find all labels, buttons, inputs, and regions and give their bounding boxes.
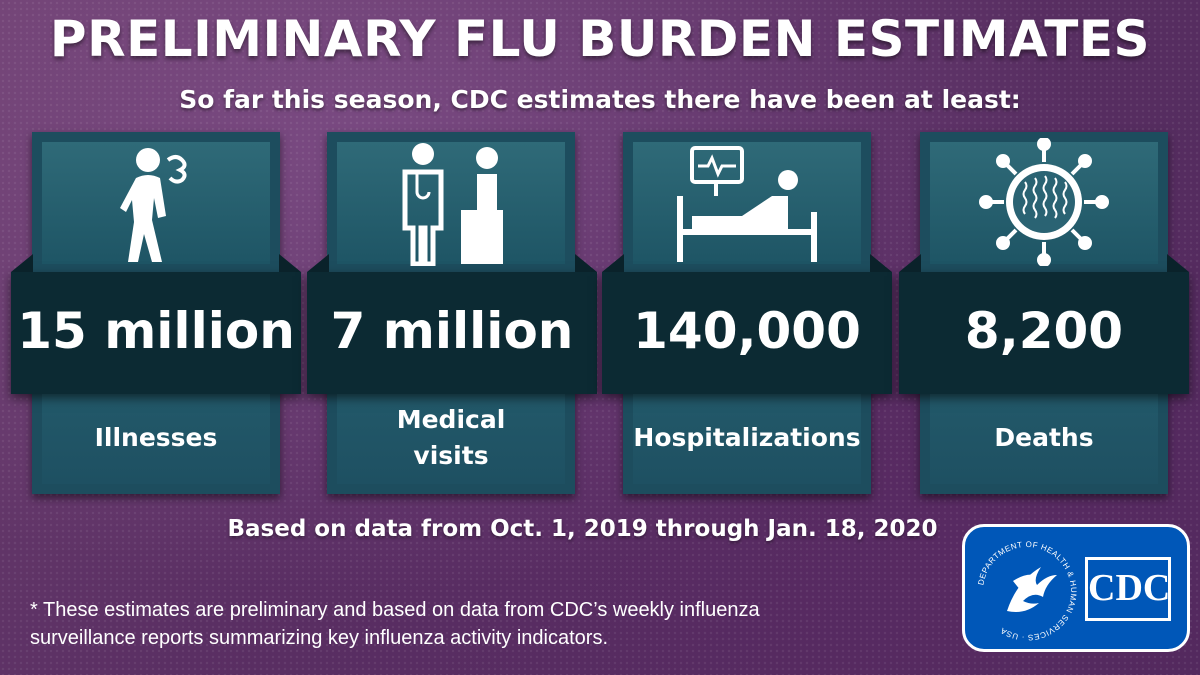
card-top-panel [633, 142, 861, 264]
hospital-bed-icon [623, 138, 871, 266]
date-range-note: Based on data from Oct. 1, 2019 through … [227, 516, 938, 542]
value-hospitalizations: 140,000 [633, 302, 861, 360]
value-medical-visits: 7 million [330, 302, 574, 360]
doctor-patient-icon [327, 138, 575, 266]
virus-icon [920, 138, 1168, 266]
card-top-panel [337, 142, 565, 264]
cdc-wordmark: CDC [1088, 567, 1171, 609]
hhs-eagle-icon: DEPARTMENT OF HEALTH & HUMAN SERVICES · … [973, 537, 1081, 645]
value-band-deaths: 8,200 [899, 254, 1189, 394]
value-deaths: 8,200 [964, 302, 1124, 360]
page-subtitle: So far this season, CDC estimates there … [179, 85, 1021, 114]
sick-person-icon [32, 138, 280, 266]
card-label: Illnesses [94, 423, 218, 452]
value-band-illnesses: 15 million [11, 254, 301, 394]
card-label: Medical visits [396, 405, 506, 470]
disclaimer: * These estimates are preliminary and ba… [30, 599, 760, 649]
value-band-hospitalizations: 140,000 [602, 254, 892, 394]
page-title: PRELIMINARY FLU BURDEN ESTIMATES [49, 10, 1151, 68]
cdc-wordmark-box: CDC [1085, 557, 1171, 621]
value-illnesses: 15 million [17, 302, 295, 360]
card-label: Hospitalizations [633, 423, 861, 452]
value-band-medical-visits: 7 million [307, 254, 597, 394]
cdc-logo: DEPARTMENT OF HEALTH & HUMAN SERVICES · … [962, 524, 1190, 652]
card-label: Deaths [994, 423, 1094, 452]
